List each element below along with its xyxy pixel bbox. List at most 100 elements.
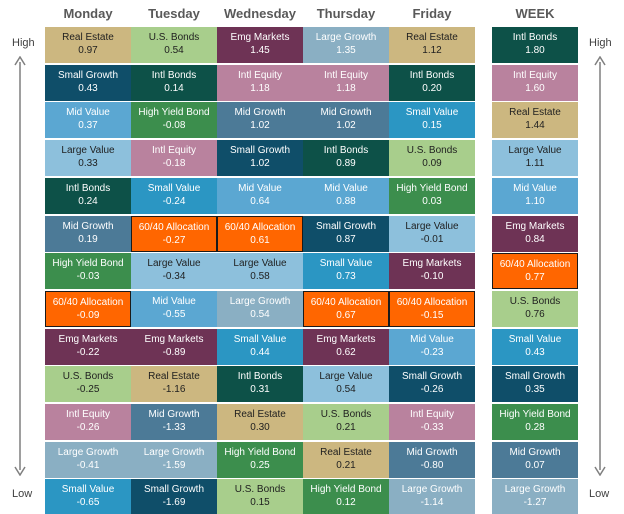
rank-cell: Small Growth 1.02: [217, 140, 303, 177]
rank-cell: Mid Value 0.88: [303, 177, 389, 214]
rank-cell: Intl Equity 1.18: [303, 64, 389, 101]
asset-return-value: 1.02: [250, 120, 270, 132]
asset-return-value: 0.88: [336, 195, 356, 207]
asset-return-value: 1.80: [525, 45, 545, 56]
asset-return-value: 0.30: [250, 422, 270, 433]
asset-name: Emg Markets: [316, 333, 376, 345]
asset-name: 60/40 Allocation: [138, 221, 210, 233]
asset-return-value: -1.69: [162, 497, 186, 509]
rank-cell: Mid Value -0.55: [131, 290, 217, 327]
asset-return-value: 0.54: [336, 384, 356, 396]
rank-cell: Large Growth -1.14: [389, 479, 475, 514]
asset-name: Large Value: [405, 220, 459, 232]
rank-cell: Mid Value -0.23: [389, 328, 475, 365]
rank-cell: 60/40 Allocation -0.09: [45, 290, 131, 327]
asset-return-value: 0.31: [250, 384, 270, 396]
asset-name: Emg Markets: [402, 258, 462, 270]
asset-return-value: 0.97: [78, 45, 98, 56]
asset-name: Real Estate: [406, 32, 458, 43]
asset-name: Emg Markets: [58, 333, 118, 345]
rank-cell: Mid Growth 1.02: [217, 102, 303, 139]
asset-name: Large Value: [508, 145, 562, 157]
asset-return-value: 0.19: [78, 233, 98, 245]
asset-return-value: 0.21: [336, 459, 356, 471]
rank-cell: Real Estate -1.16: [131, 366, 217, 403]
asset-return-value: -0.15: [420, 309, 444, 321]
asset-return-value: 0.15: [422, 120, 442, 132]
asset-name: High Yield Bond: [52, 258, 124, 270]
asset-return-value: 1.18: [250, 82, 270, 94]
asset-return-value: 0.14: [164, 82, 184, 94]
asset-return-value: 0.43: [525, 346, 545, 358]
asset-return-value: 0.33: [78, 158, 98, 170]
asset-return-value: 0.77: [525, 272, 545, 284]
asset-return-value: 0.76: [525, 308, 545, 320]
asset-name: Mid Growth: [406, 446, 458, 458]
rank-cell: U.S. Bonds 0.76: [492, 290, 578, 327]
asset-return-value: -1.59: [162, 459, 186, 471]
asset-name: Intl Bonds: [65, 182, 111, 194]
asset-name: Intl Bonds: [323, 145, 369, 157]
asset-return-value: -0.41: [76, 459, 100, 471]
asset-name: Intl Equity: [152, 145, 196, 157]
asset-return-value: -1.27: [523, 497, 547, 509]
asset-name: Large Value: [147, 258, 201, 270]
rank-cell: Small Growth 0.43: [45, 64, 131, 101]
rank-cell: Small Value -0.24: [131, 177, 217, 214]
asset-name: Large Growth: [504, 484, 566, 496]
rank-cell: Intl Equity -0.26: [45, 404, 131, 440]
asset-return-value: 0.43: [78, 82, 98, 94]
asset-name: Small Value: [405, 107, 459, 119]
asset-return-value: 0.24: [78, 195, 98, 207]
rank-cell: High Yield Bond 0.12: [303, 479, 389, 514]
rank-cell: High Yield Bond 0.03: [389, 177, 475, 214]
rank-cell: 60/40 Allocation 0.61: [217, 215, 303, 252]
rank-cell: Large Value -0.01: [389, 215, 475, 252]
asset-name: Intl Equity: [66, 409, 110, 420]
rank-cell: Large Growth -1.27: [492, 479, 578, 514]
column-header-wednesday: Wednesday: [223, 6, 296, 21]
asset-name: Small Growth: [57, 69, 118, 81]
column-header-thursday: Thursday: [316, 6, 376, 21]
rank-cell: Large Growth -1.59: [131, 441, 217, 478]
rank-cell: Mid Value 1.10: [492, 177, 578, 214]
rank-cell: Large Value 0.58: [217, 253, 303, 290]
asset-name: 60/40 Allocation: [52, 296, 124, 308]
rank-cell: 60/40 Allocation 0.77: [492, 253, 578, 290]
asset-return-value: -0.80: [420, 459, 444, 471]
rank-cell: Real Estate 1.12: [389, 27, 475, 63]
asset-name: Intl Equity: [513, 69, 557, 81]
asset-name: Large Growth: [315, 32, 377, 43]
rank-cell: Intl Equity 1.60: [492, 64, 578, 101]
asset-return-value: 0.84: [525, 233, 545, 245]
asset-name: Mid Growth: [148, 409, 200, 420]
asset-return-value: -1.16: [162, 384, 186, 396]
rank-cell: Real Estate 1.44: [492, 102, 578, 139]
rank-cell: U.S. Bonds 0.15: [217, 479, 303, 514]
rank-cell: Large Value 0.33: [45, 140, 131, 177]
rank-cell: U.S. Bonds 0.21: [303, 404, 389, 440]
asset-return-value: -1.33: [162, 422, 186, 433]
high-low-arrow-right: [594, 56, 606, 476]
asset-return-value: 0.64: [250, 195, 270, 207]
asset-name: Emg Markets: [230, 32, 290, 43]
rank-cell: Large Value 0.54: [303, 366, 389, 403]
rank-cell: Small Value 0.44: [217, 328, 303, 365]
rank-cell: Mid Value 0.64: [217, 177, 303, 214]
asset-return-value: -0.55: [162, 308, 186, 320]
column-header-tuesday: Tuesday: [148, 6, 200, 21]
asset-name: Real Estate: [509, 107, 561, 119]
asset-name: U.S. Bonds: [148, 32, 200, 43]
rank-cell: Intl Bonds 1.80: [492, 27, 578, 63]
asset-name: 60/40 Allocation: [310, 296, 382, 308]
asset-name: Mid Growth: [509, 446, 561, 458]
asset-return-value: 1.02: [250, 158, 270, 170]
asset-name: Mid Growth: [320, 107, 372, 119]
rank-cell: Mid Growth 1.02: [303, 102, 389, 139]
rank-cell: High Yield Bond -0.03: [45, 253, 131, 290]
rank-cell: Emg Markets -0.10: [389, 253, 475, 290]
asset-return-value: 0.54: [250, 308, 270, 320]
rank-cell: Emg Markets -0.22: [45, 328, 131, 365]
asset-return-value: 0.58: [250, 271, 270, 283]
asset-name: U.S. Bonds: [406, 145, 458, 157]
